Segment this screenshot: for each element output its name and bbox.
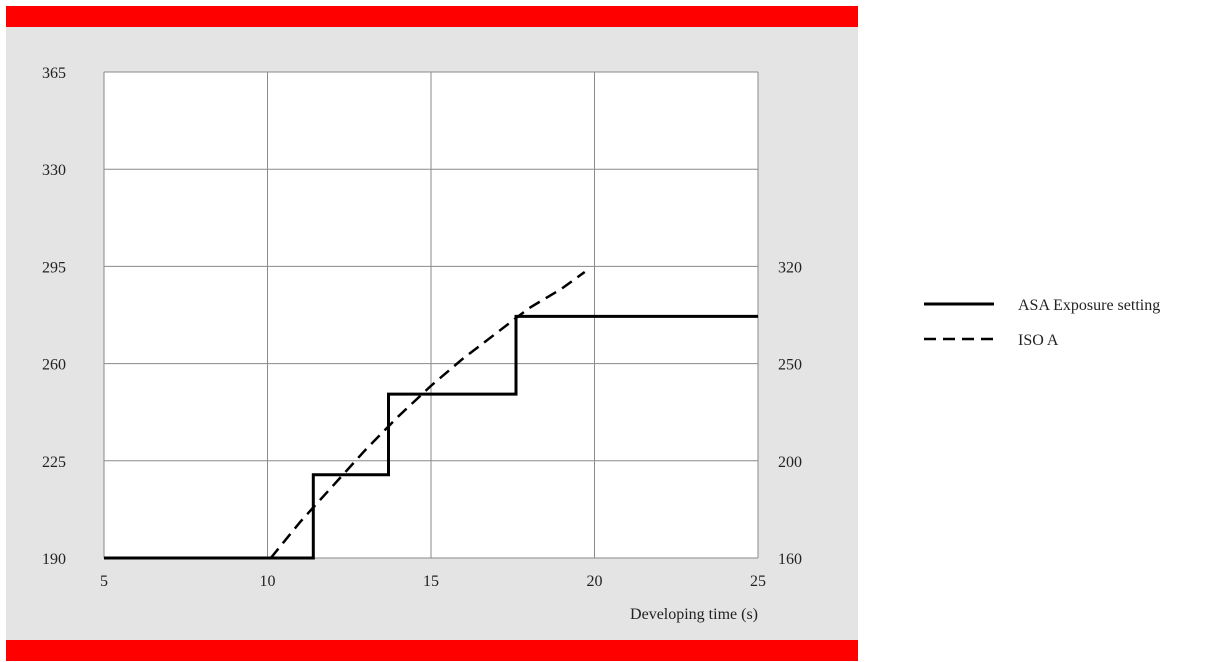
y-tick-label-260: 260: [42, 357, 66, 374]
x-tick-label-20: 20: [587, 573, 603, 590]
y-tick-label-365: 365: [42, 65, 66, 82]
x-axis-label: Developing time (s): [630, 606, 758, 623]
bottom-red-band: [6, 640, 858, 661]
y2-tick-label-200: 200: [778, 454, 802, 471]
legend-label-1: ISO A: [1018, 332, 1059, 349]
y-tick-label-295: 295: [42, 259, 66, 276]
y-axis-tick-labels: 190 225 260 295 330 365: [42, 65, 66, 568]
series-layer: [104, 270, 758, 560]
y-tick-label-330: 330: [42, 162, 66, 179]
legend-label-0: ASA Exposure setting: [1018, 297, 1160, 314]
top-red-band: [6, 6, 858, 27]
series-line-iso-a: [269, 270, 586, 559]
legend: ASA Exposure setting ISO A: [924, 297, 1160, 349]
x-tick-label-25: 25: [750, 573, 766, 590]
y2-tick-label-250: 250: [778, 357, 802, 374]
y2-tick-label-320: 320: [778, 259, 802, 276]
secondary-y-axis-tick-labels: 160 200 250 320: [778, 259, 802, 568]
x-tick-label-5: 5: [100, 573, 108, 590]
series-line-asa-exposure-setting: [104, 314, 758, 560]
y-tick-label-190: 190: [42, 551, 66, 568]
x-axis-tick-labels: 5 10 15 20 25: [100, 573, 766, 590]
y2-tick-label-160: 160: [778, 551, 802, 568]
y-tick-label-225: 225: [42, 454, 66, 471]
x-tick-label-10: 10: [260, 573, 276, 590]
x-tick-label-15: 15: [423, 573, 439, 590]
